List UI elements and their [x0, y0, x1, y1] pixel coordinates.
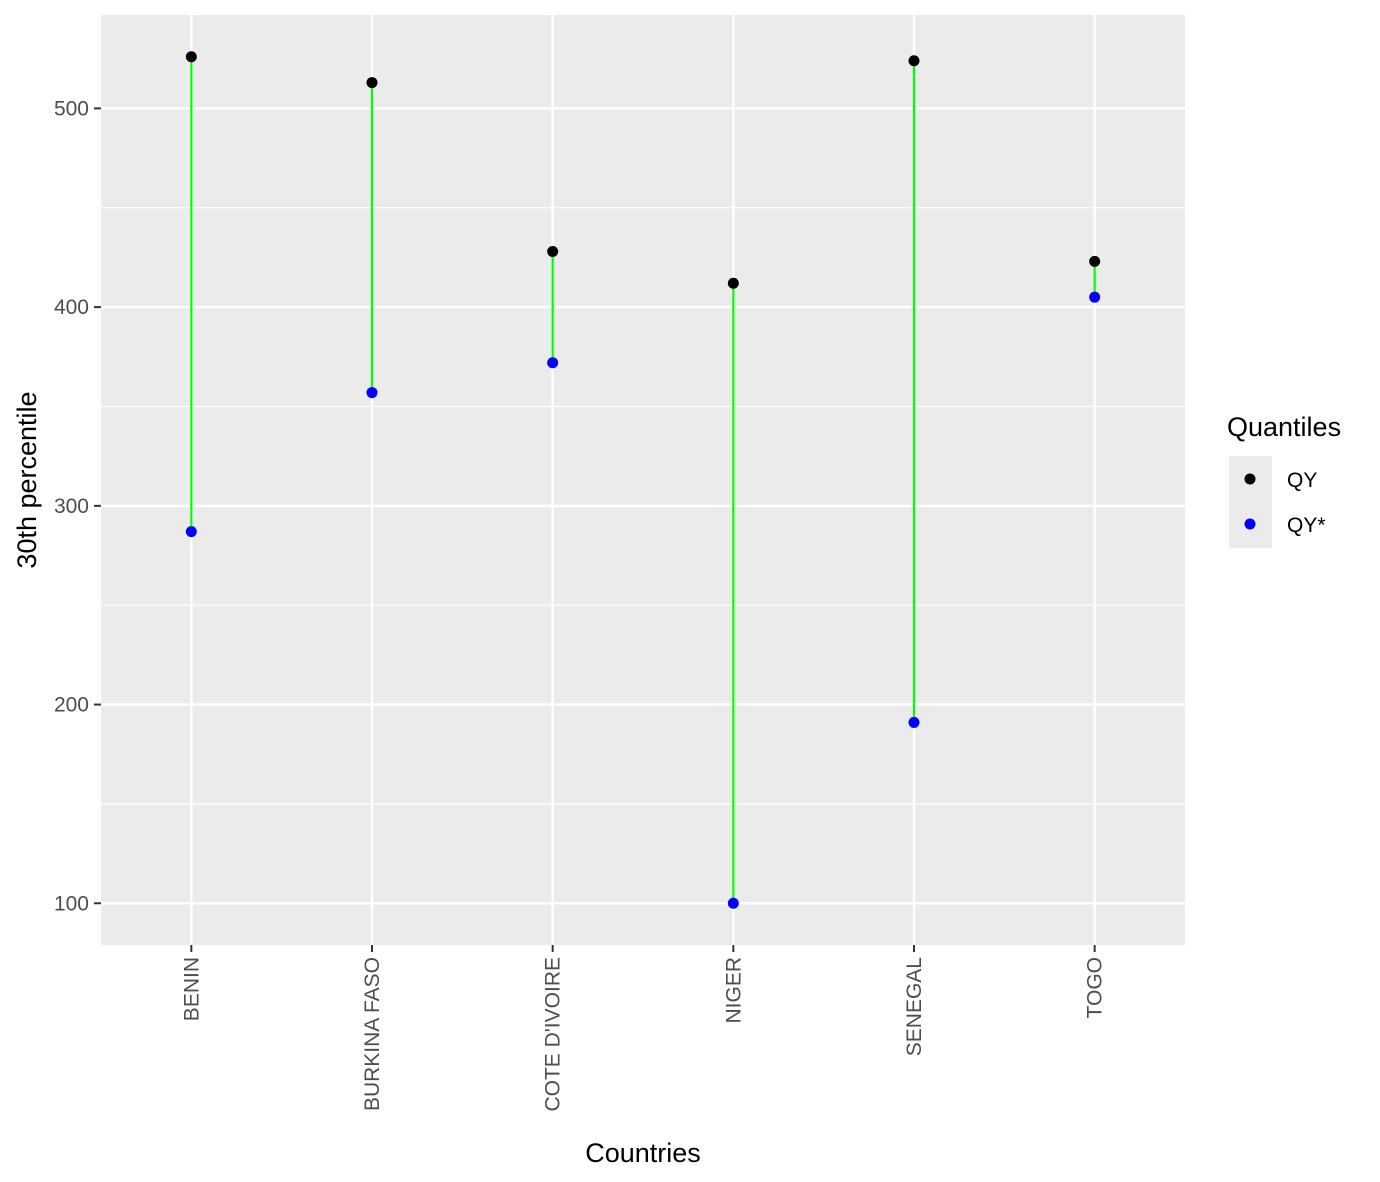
data-point [1089, 255, 1101, 267]
data-point [547, 245, 559, 257]
data-point [908, 55, 920, 67]
x-tick-label: COTE D'IVOIRE [542, 957, 565, 1112]
segments [190, 56, 1096, 904]
data-point [727, 897, 739, 909]
data-point [1089, 291, 1101, 303]
x-tick-label: TOGO [1084, 957, 1107, 1018]
y-axis: 100 200 300 400 500 [54, 97, 101, 915]
x-tick-label: BENIN [180, 957, 203, 1021]
data-point [185, 526, 197, 538]
y-tick-label: 400 [54, 296, 89, 319]
legend-label: QY* [1287, 514, 1326, 537]
x-tick-label: SENEGAL [903, 957, 926, 1056]
data-point [366, 387, 378, 399]
y-tick-label: 100 [54, 892, 89, 915]
x-tick-label: BURKINA FASO [361, 957, 384, 1111]
x-axis-title: Countries [585, 1138, 701, 1168]
legend-key [1244, 473, 1256, 485]
y-tick-label: 500 [54, 97, 89, 120]
legend: Quantiles QY QY* [1227, 412, 1341, 548]
plot-panel [101, 15, 1185, 945]
y-axis-title: 30th percentile [12, 391, 42, 568]
x-axis: BENIN BURKINA FASO COTE D'IVOIRE NIGER SENEG… [180, 945, 1107, 1112]
legend-key-background [1229, 456, 1272, 548]
data-point [727, 277, 739, 289]
legend-label: QY [1287, 469, 1317, 492]
points [185, 51, 1101, 909]
legend-title: Quantiles [1227, 412, 1341, 442]
x-tick-label: NIGER [722, 957, 745, 1024]
data-point [366, 77, 378, 89]
minor-gridlines [101, 207, 1185, 805]
data-point [908, 716, 920, 728]
data-point [547, 357, 559, 369]
y-tick-label: 200 [54, 694, 89, 717]
legend-key [1244, 518, 1256, 530]
data-point [185, 51, 197, 63]
y-tick-label: 300 [54, 495, 89, 518]
